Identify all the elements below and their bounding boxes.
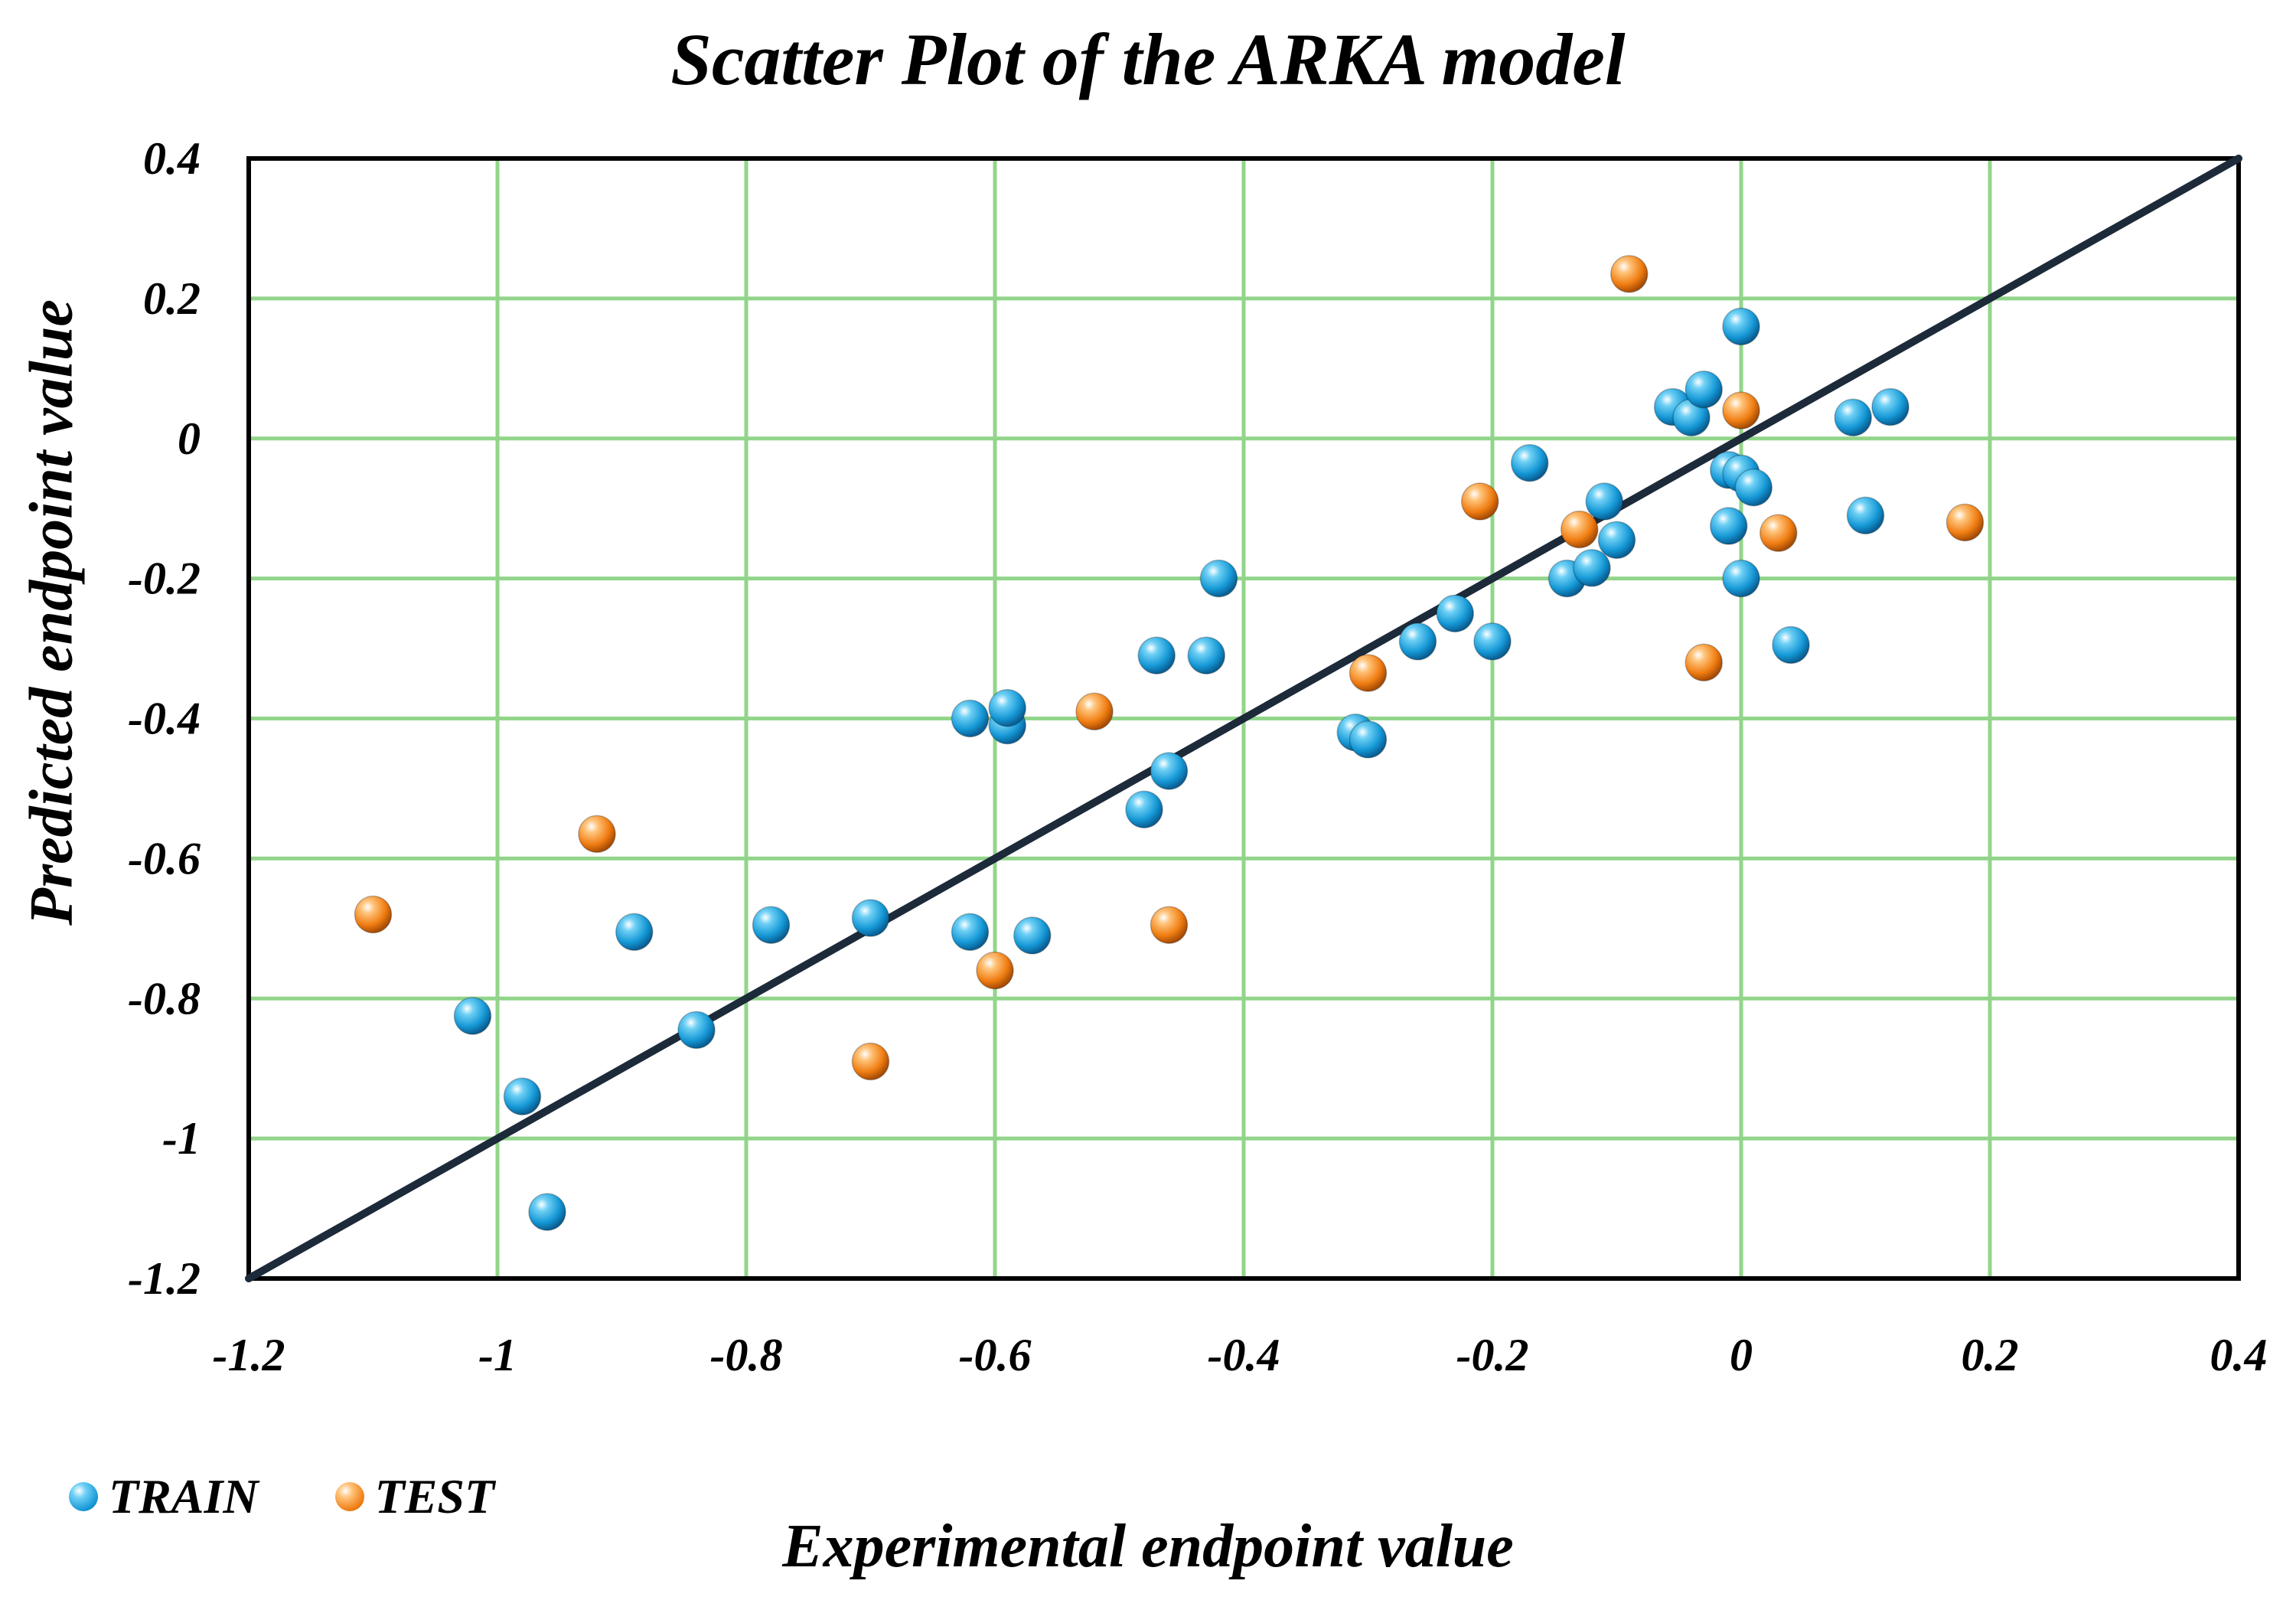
test-point-1: [578, 815, 616, 854]
train-point-24: [1573, 549, 1611, 587]
train-point-20: [1436, 594, 1474, 633]
legend-item-train: TRAIN: [69, 1468, 259, 1525]
train-point-4: [677, 1011, 716, 1050]
test-point-0: [354, 895, 393, 934]
chart-title: Scatter Plot of the ARKA model: [670, 18, 1626, 100]
train-point-39: [1846, 496, 1885, 535]
x-tick-label-5: -0.2: [1456, 1330, 1529, 1380]
test-point-8: [1561, 510, 1599, 549]
test-point-3: [976, 951, 1014, 990]
test-point-9: [1610, 255, 1649, 293]
x-tick-label-1: -1: [478, 1330, 517, 1380]
train-point-22: [1511, 444, 1549, 482]
x-tick-label-4: -0.4: [1208, 1330, 1280, 1380]
legend-marker-train: [69, 1482, 98, 1511]
y-tick-label-2: 0: [178, 413, 201, 464]
train-point-25: [1585, 482, 1623, 521]
train-point-6: [851, 899, 890, 937]
train-point-9: [951, 699, 990, 738]
test-point-6: [1349, 654, 1388, 692]
x-tick-labels: -1.2 -1 -0.8 -0.6 -0.4 -0.2 0 0.2 0.4: [213, 1330, 2268, 1380]
train-point-16: [1199, 559, 1238, 598]
train-point-3: [615, 913, 654, 952]
train-point-32: [1734, 469, 1773, 507]
y-tick-label-1: 0.2: [143, 273, 201, 324]
train-point-15: [1187, 636, 1225, 674]
legend-label-train: TRAIN: [109, 1469, 259, 1523]
y-tick-label-3: -0.2: [128, 554, 201, 604]
x-tick-label-8: 0.4: [2210, 1330, 2268, 1380]
y-tick-label-6: -0.8: [128, 973, 201, 1024]
y-tick-label-0: 0.4: [143, 133, 201, 184]
test-point-2: [851, 1042, 890, 1081]
train-point-21: [1473, 622, 1512, 661]
train-point-14: [1137, 636, 1176, 674]
x-tick-label-3: -0.6: [959, 1330, 1032, 1380]
y-tick-labels: 0.4 0.2 0 -0.2 -0.4 -0.6 -0.8 -1 -1.2: [128, 133, 201, 1304]
train-point-26: [1597, 521, 1636, 560]
train-point-19: [1398, 622, 1437, 661]
x-tick-label-6: 0: [1730, 1330, 1753, 1380]
test-point-12: [1760, 514, 1798, 552]
train-point-38: [1871, 387, 1910, 426]
train-point-36: [1772, 625, 1810, 665]
x-tick-label-7: 0.2: [1962, 1330, 2019, 1380]
test-point-11: [1722, 391, 1760, 429]
x-axis-label: Experimental endpoint value: [782, 1513, 1514, 1580]
train-point-5: [752, 906, 791, 944]
train-point-33: [1710, 507, 1748, 545]
train-point-18: [1349, 720, 1388, 759]
train-point-29: [1684, 370, 1723, 409]
y-tick-label-7: -1: [162, 1113, 201, 1164]
train-point-0: [453, 997, 492, 1035]
test-point-7: [1461, 482, 1499, 521]
legend-item-test: TEST: [334, 1468, 495, 1525]
y-tick-label-8: -1.2: [128, 1253, 201, 1304]
x-tick-label-0: -1.2: [213, 1330, 285, 1380]
legend: TRAIN TEST: [69, 1466, 571, 1527]
train-point-8: [1013, 916, 1052, 955]
data-points: [354, 255, 1985, 1231]
train-point-7: [951, 913, 990, 952]
legend-marker-test: [334, 1482, 364, 1511]
plot-frame: [246, 156, 2241, 1281]
test-point-10: [1684, 643, 1723, 682]
train-point-35: [1722, 307, 1760, 346]
y-tick-label-5: -0.6: [128, 833, 201, 883]
train-point-34: [1722, 559, 1760, 598]
y-tick-label-4: -0.4: [128, 694, 201, 744]
test-point-4: [1075, 692, 1114, 731]
train-point-12: [1125, 790, 1163, 829]
identity-line: [245, 155, 2242, 1282]
test-point-13: [1945, 503, 1985, 542]
x-tick-label-2: -0.8: [710, 1330, 783, 1380]
train-point-37: [1834, 398, 1872, 437]
test-point-5: [1150, 906, 1189, 944]
train-point-1: [503, 1077, 542, 1116]
train-point-2: [528, 1193, 566, 1231]
legend-label-test: TEST: [374, 1469, 495, 1523]
train-point-13: [1150, 752, 1189, 790]
train-point-11: [988, 689, 1026, 727]
